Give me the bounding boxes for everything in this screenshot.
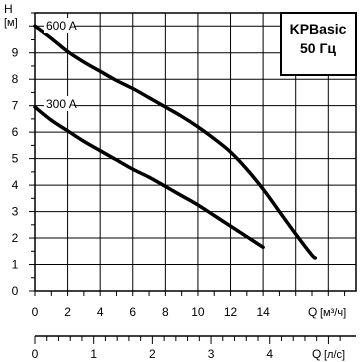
series-label-300a: 300 A xyxy=(46,97,77,111)
x2-tick-label: 3 xyxy=(208,347,215,361)
grid xyxy=(34,12,357,292)
x-tick-label: 0 xyxy=(32,305,39,319)
series-line-600a xyxy=(33,24,318,260)
y-axis-label: H xyxy=(4,2,13,16)
y-tick-label: 2 xyxy=(12,231,19,245)
y-tick-label: 8 xyxy=(12,72,19,86)
series-lines xyxy=(33,24,318,260)
y-tick-label: 3 xyxy=(12,205,19,219)
x2-tick-label: 0 xyxy=(32,347,39,361)
x-tick-label: 10 xyxy=(191,305,205,319)
y-axis-unit: [м] xyxy=(4,17,18,29)
x2-tick-label: 4 xyxy=(266,347,273,361)
title-box xyxy=(280,12,357,76)
y-tick-label: 0 xyxy=(12,284,19,298)
series-label-bg-300 xyxy=(44,96,74,111)
x-tick-label: 8 xyxy=(162,305,169,319)
x-tick-label: 4 xyxy=(97,305,104,319)
x2-axis-unit: [л/с] xyxy=(324,349,345,361)
series-label-600a: 600 A xyxy=(46,19,77,33)
y-tick-label: 5 xyxy=(12,152,19,166)
x2-axis-label: Q xyxy=(312,347,321,361)
x2-tick-label: 2 xyxy=(149,347,156,361)
x-tick-label: 12 xyxy=(224,305,238,319)
x-tick-label: 2 xyxy=(64,305,71,319)
chart-title: KPBasic xyxy=(290,21,347,37)
series-line-300a xyxy=(33,105,265,250)
x2-tick-label: 1 xyxy=(90,347,97,361)
chart-subtitle: 50 Гц xyxy=(300,40,336,56)
y-tick-label: 9 xyxy=(12,46,19,60)
y-tick-label: 7 xyxy=(12,99,19,113)
x-tick-label: 6 xyxy=(129,305,136,319)
y-tick-label: 1 xyxy=(12,258,19,272)
x-axis-unit: [м³/ч] xyxy=(320,307,346,319)
x-tick-label: 14 xyxy=(256,305,270,319)
y-tick-label: 4 xyxy=(12,178,19,192)
plot-frame xyxy=(34,12,357,292)
x-axis-label: Q xyxy=(308,305,317,319)
y-tick-label: 6 xyxy=(12,125,19,139)
series-label-bg-600 xyxy=(44,18,74,33)
